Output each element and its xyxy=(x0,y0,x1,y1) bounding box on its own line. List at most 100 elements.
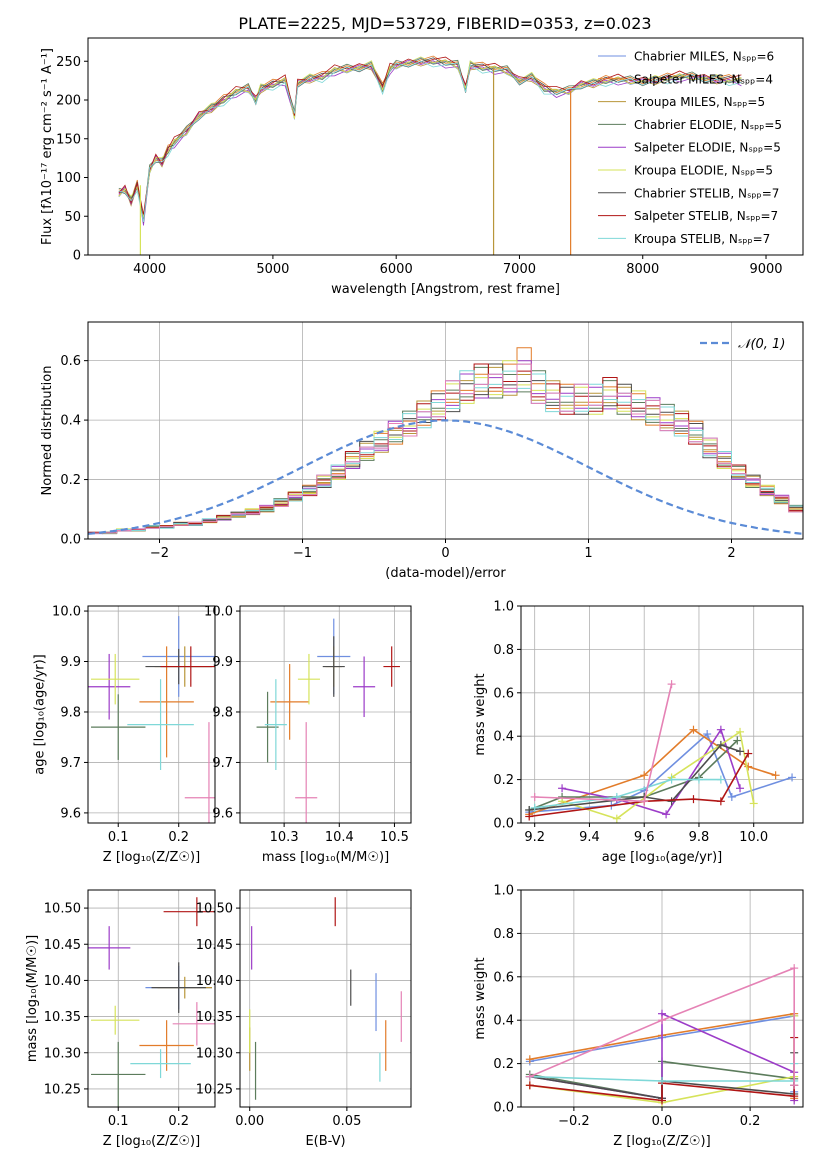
x-axis-label: Z [log₁₀(Z/Z☉)] xyxy=(103,1134,200,1149)
histogram-step xyxy=(88,363,803,534)
y-tick-label: 250 xyxy=(56,55,81,70)
y-tick-label: 9.8 xyxy=(60,705,81,720)
legend-label: Kroupa ELODIE, Nₛₚₚ=5 xyxy=(634,164,773,178)
age-weight-marks xyxy=(525,680,797,823)
x-tick-label: 0 xyxy=(441,546,449,561)
ebv-mass-panel: 0.00 0.05 10.25 10.30 10.35 10.40 10.45 10.50 E(… xyxy=(196,889,412,1149)
y-tick-label: 10.40 xyxy=(44,974,81,989)
x-tick-label: 9.2 xyxy=(524,830,545,845)
histogram-step xyxy=(88,363,803,534)
y-tick-label: 10.50 xyxy=(196,902,233,917)
histogram-step xyxy=(88,360,803,534)
mass-age-panel: 10.3 10.4 10.5 9.6 9.7 9.8 9.9 10.0 mass [log₁₀(… xyxy=(204,605,412,865)
gaussian-curve xyxy=(88,419,803,535)
y-axis-label: Flux [fλ10⁻¹⁷ erg cm⁻² s⁻¹ A⁻¹] xyxy=(40,48,55,245)
weight-line xyxy=(529,966,795,1086)
z-age-panel: 0.1 0.2 9.6 9.7 9.8 9.9 10.0 Z [log₁₀(Z/Z☉)] age… xyxy=(33,605,216,865)
y-tick-label: 0.4 xyxy=(60,414,81,429)
y-tick-label: 10.25 xyxy=(44,1082,81,1097)
x-tick-label: 1 xyxy=(584,546,592,561)
legend-label: Kroupa STELIB, Nₛₚₚ=7 xyxy=(634,232,770,246)
y-tick-label: 0.2 xyxy=(493,773,514,788)
y-tick-label: 0.4 xyxy=(493,730,514,745)
x-axis-label: (data-model)/error xyxy=(385,566,506,581)
x-tick-label: 6000 xyxy=(380,262,413,277)
y-tick-label: 200 xyxy=(56,94,81,109)
x-tick-label: 10.0 xyxy=(739,830,768,845)
x-tick-label: 0.2 xyxy=(740,1114,761,1129)
y-axis-label: Normed distribution xyxy=(40,366,55,496)
y-tick-label: 0.2 xyxy=(493,1057,514,1072)
spectrum-panel: 4000 5000 6000 7000 8000 9000 0 50 100 150 200 250 w… xyxy=(40,37,804,297)
y-tick-label: 0.8 xyxy=(493,927,514,942)
legend-label: Chabrier ELODIE, Nₛₚₚ=5 xyxy=(634,118,782,132)
legend-label: Salpeter ELODIE, Nₛₚₚ=5 xyxy=(634,141,781,155)
x-tick-label: 10.4 xyxy=(325,830,354,845)
legend-label: Salpeter MILES, Nₛₚₚ=4 xyxy=(634,72,773,86)
y-tick-label: 0.0 xyxy=(493,1101,514,1116)
residuals-panel: −2 −1 0 1 2 0.0 0.2 0.4 0.6 (data-model)/error Nor… xyxy=(40,321,804,581)
x-tick-label: 0.05 xyxy=(332,1114,361,1129)
spectrum-line xyxy=(118,60,742,223)
x-tick-label: 9000 xyxy=(749,262,782,277)
y-tick-label: 0.0 xyxy=(493,817,514,832)
x-axis-label: wavelength [Angstrom, rest frame] xyxy=(331,282,560,297)
y-tick-label: 9.8 xyxy=(212,705,233,720)
z-weight-marks xyxy=(525,964,799,1107)
x-tick-label: 4000 xyxy=(133,262,166,277)
z-weight-panel: −0.2 0.0 0.2 0.0 0.2 0.4 0.6 0.8 1.0 Z [log₁₀(Z/Z… xyxy=(473,884,804,1149)
x-tick-label: 10.5 xyxy=(380,830,409,845)
y-tick-label: 10.0 xyxy=(52,605,81,620)
x-tick-label: 0.2 xyxy=(168,830,189,845)
spectrum-marks xyxy=(118,55,742,255)
histogram-step xyxy=(88,363,803,534)
x-tick-label: 0.2 xyxy=(168,1114,189,1129)
x-tick-label: 7000 xyxy=(503,262,536,277)
x-tick-label: −1 xyxy=(293,546,312,561)
y-tick-label: 10.30 xyxy=(44,1046,81,1061)
histogram-step xyxy=(88,347,803,534)
x-axis-label: mass [log₁₀(M/M☉)] xyxy=(262,850,389,865)
legend-label: Chabrier STELIB, Nₛₚₚ=7 xyxy=(634,186,779,200)
y-tick-label: 9.6 xyxy=(212,806,233,821)
y-tick-label: 0.6 xyxy=(493,686,514,701)
x-tick-label: 9.8 xyxy=(689,830,710,845)
ebv-mass-marks xyxy=(249,897,402,1100)
legend-label: Chabrier MILES, Nₛₚₚ=6 xyxy=(634,50,774,64)
y-tick-label: 10.30 xyxy=(196,1046,233,1061)
age-weight-panel: 9.2 9.4 9.6 9.8 10.0 0.0 0.2 0.4 0.6 0.8 1.0 age [l… xyxy=(473,600,804,865)
axes-frame xyxy=(239,605,412,824)
z-mass-marks xyxy=(88,897,215,1107)
axes-frame xyxy=(239,889,412,1108)
x-axis-label: age [log₁₀(age/yr)] xyxy=(602,850,723,865)
x-tick-label: 9.6 xyxy=(634,830,655,845)
axes-frame xyxy=(520,605,804,824)
x-tick-label: 0.1 xyxy=(108,830,129,845)
z-age-marks xyxy=(88,616,215,823)
figure-title: PLATE=2225, MJD=53729, FIBERID=0353, z=0… xyxy=(238,14,651,33)
y-tick-label: 1.0 xyxy=(493,884,514,899)
y-tick-label: 10.50 xyxy=(44,902,81,917)
x-tick-label: 2 xyxy=(727,546,735,561)
y-tick-label: 9.7 xyxy=(60,756,81,771)
y-tick-label: 0 xyxy=(73,249,81,264)
x-tick-label: 10.3 xyxy=(270,830,299,845)
y-tick-label: 10.45 xyxy=(196,938,233,953)
y-tick-label: 9.6 xyxy=(60,806,81,821)
y-tick-label: 0.4 xyxy=(493,1014,514,1029)
x-tick-label: 9.4 xyxy=(579,830,600,845)
y-tick-label: 9.9 xyxy=(212,655,233,670)
y-tick-label: 1.0 xyxy=(493,600,514,615)
y-tick-label: 0.6 xyxy=(493,970,514,985)
legend-label: Kroupa MILES, Nₛₚₚ=5 xyxy=(634,95,765,109)
x-axis-label: E(B-V) xyxy=(305,1134,345,1149)
y-axis-label: mass [log₁₀(M/M☉)] xyxy=(25,935,40,1062)
z-mass-panel: 0.1 0.2 10.25 10.30 10.35 10.40 10.45 10.50 Z [l… xyxy=(25,889,216,1149)
y-tick-label: 10.0 xyxy=(204,605,233,620)
y-tick-label: 9.7 xyxy=(212,756,233,771)
histogram-step xyxy=(88,363,803,534)
residuals-marks xyxy=(88,347,803,535)
plots-layer: 4000 5000 6000 7000 8000 9000 0 50 100 150 200 250 w… xyxy=(25,37,804,1149)
y-tick-label: 0.0 xyxy=(60,533,81,548)
y-tick-label: 9.9 xyxy=(60,655,81,670)
